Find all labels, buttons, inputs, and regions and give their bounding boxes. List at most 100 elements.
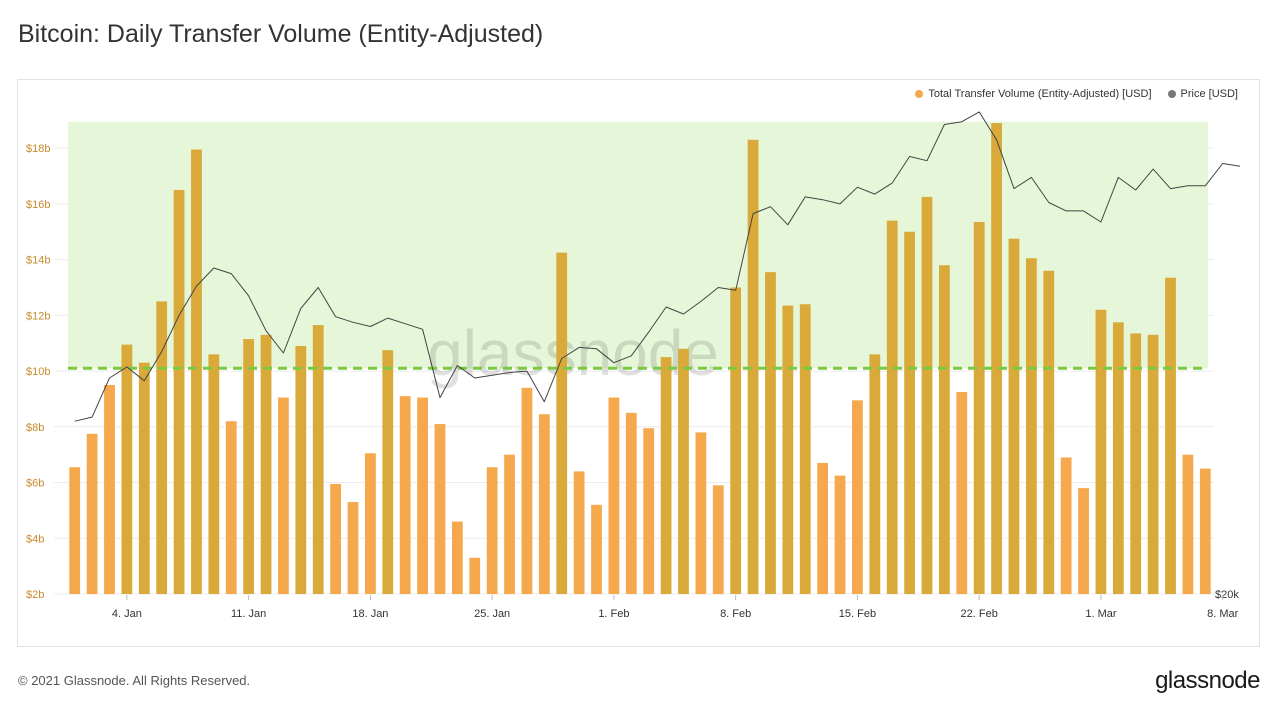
volume-bar xyxy=(1199,468,1211,594)
volume-bar xyxy=(1130,333,1142,594)
x-axis-tick-label: 15. Feb xyxy=(839,608,876,620)
volume-bar xyxy=(1182,454,1194,594)
legend-price-label: Price [USD] xyxy=(1180,88,1238,100)
y-axis-tick-label: $6b xyxy=(26,478,44,490)
volume-bar xyxy=(608,397,620,594)
volume-bar xyxy=(730,287,742,594)
price-line xyxy=(74,111,1241,422)
volume-bar xyxy=(1060,457,1072,594)
volume-bar xyxy=(678,348,689,594)
volume-bar xyxy=(591,504,602,594)
volume-bar xyxy=(278,397,289,594)
x-axis-tick-label: 18. Jan xyxy=(352,608,388,620)
volume-bar xyxy=(765,272,776,594)
volume-bar xyxy=(556,252,568,595)
volume-bar xyxy=(295,346,307,594)
volume-bar xyxy=(834,475,846,594)
volume-bar xyxy=(504,454,515,594)
x-axis-tick-label: 1. Feb xyxy=(598,608,629,620)
volume-bar xyxy=(660,357,672,594)
chart-svg: glassnode $2b $4b $6b $8b $10b $12b $14b $16b $18… xyxy=(26,111,1241,620)
volume-bar xyxy=(243,339,255,594)
volume-bar xyxy=(956,391,968,594)
volume-bar xyxy=(156,301,168,594)
legend-item-price[interactable]: Price [USD] xyxy=(1167,88,1238,100)
x-axis-tick-label: 8. Feb xyxy=(720,608,751,620)
volume-bar xyxy=(312,325,324,594)
volume-bar xyxy=(852,400,863,594)
chart-legend: Total Transfer Volume (Entity-Adjusted) … xyxy=(915,88,1238,100)
volume-bar xyxy=(1025,258,1037,594)
volume-bar xyxy=(939,265,950,594)
legend-item-volume[interactable]: Total Transfer Volume (Entity-Adjusted) … xyxy=(915,88,1152,100)
y-axis-tick-label: $12b xyxy=(26,310,50,322)
legend-volume-label: Total Transfer Volume (Entity-Adjusted) … xyxy=(928,88,1152,100)
y-axis-tick-label: $2b xyxy=(26,589,44,601)
volume-bar xyxy=(1165,277,1176,594)
volume-bar xyxy=(138,362,150,594)
volume-bar xyxy=(451,521,463,594)
volume-bar xyxy=(208,354,220,594)
page-title: Bitcoin: Daily Transfer Volume (Entity-A… xyxy=(18,20,544,48)
volume-bar xyxy=(382,350,394,594)
y-axis-tick-label: $18b xyxy=(26,143,50,155)
x-axis-tick-label: 25. Jan xyxy=(474,608,510,620)
volume-bar xyxy=(191,149,202,594)
volume-bar xyxy=(921,196,933,594)
watermark-text: glassnode xyxy=(427,317,719,389)
footer-copyright: © 2021 Glassnode. All Rights Reserved. xyxy=(18,673,251,688)
volume-bar xyxy=(712,485,724,594)
volume-bar xyxy=(1112,322,1124,594)
volume-bar xyxy=(782,305,794,594)
volume-bar xyxy=(973,222,985,594)
x-axis-tick-label: 1. Mar xyxy=(1085,608,1117,620)
footer-brand-logo[interactable]: glassnode xyxy=(1155,667,1260,694)
volume-bar xyxy=(86,433,98,594)
volume-bar xyxy=(469,557,481,594)
volume-bar xyxy=(347,502,359,594)
volume-bar xyxy=(225,421,237,594)
volume-bar xyxy=(538,414,550,594)
volume-bar xyxy=(434,424,446,594)
volume-bar xyxy=(486,467,498,594)
volume-bar xyxy=(1078,488,1089,594)
volume-bar xyxy=(104,385,115,594)
volume-bar xyxy=(1043,270,1055,594)
volume-bar xyxy=(121,344,133,594)
y-axis-tick-label: $4b xyxy=(26,533,44,545)
chart-frame: glassnode $2b $4b $6b $8b $10b $12b $14b $16b $18… xyxy=(17,79,1260,647)
volume-bar xyxy=(417,397,428,594)
volume-bar xyxy=(365,453,376,594)
y-axis-tick-label: $8b xyxy=(26,422,44,434)
y-axis-tick-label: $14b xyxy=(26,255,50,267)
volume-bar xyxy=(904,231,915,594)
y-axis-tick-label: $16b xyxy=(26,199,50,211)
volume-bar xyxy=(747,139,759,594)
x-axis-tick-label: 4. Jan xyxy=(112,608,142,620)
volume-bar xyxy=(799,304,811,594)
volume-bar xyxy=(886,220,898,594)
volume-bar xyxy=(260,334,272,594)
volume-bar xyxy=(695,432,707,594)
volume-bar xyxy=(521,387,533,594)
volume-bar xyxy=(330,483,341,594)
volume-bar xyxy=(625,412,637,594)
x-axis-tick-label: 8. Mar xyxy=(1207,608,1239,620)
volume-bar xyxy=(1095,309,1107,594)
x-axis-tick-label: 11. Jan xyxy=(231,608,266,620)
legend-volume-dot-icon xyxy=(915,90,924,98)
volume-bar xyxy=(573,471,585,594)
volume-bar xyxy=(991,123,1002,595)
volume-bar xyxy=(643,428,655,594)
volume-bar xyxy=(869,354,881,594)
volume-bar xyxy=(1008,238,1020,594)
volume-bar xyxy=(817,463,829,594)
volume-bar xyxy=(173,189,185,594)
volume-bar xyxy=(1147,334,1159,594)
y-axis-tick-label: $10b xyxy=(26,366,50,378)
volume-bar xyxy=(399,396,411,594)
x-axis-tick-label: 22. Feb xyxy=(961,608,998,620)
legend-price-dot-icon xyxy=(1167,90,1176,98)
y-right-axis-tick-label: $20k xyxy=(1215,589,1239,601)
volume-bar xyxy=(69,467,81,594)
